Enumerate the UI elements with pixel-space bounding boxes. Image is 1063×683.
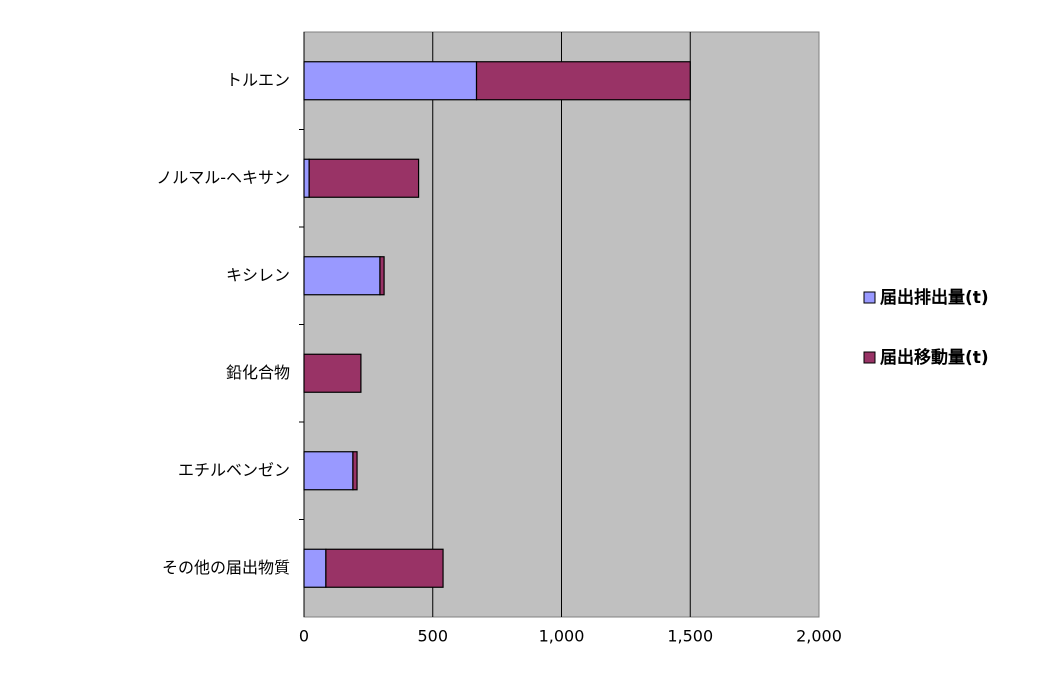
legend-label: 届出移動量(t) bbox=[880, 347, 989, 368]
bar-segment bbox=[308, 158, 420, 198]
x-tick-label: 1,500 bbox=[667, 627, 713, 646]
legend: 届出排出量(t) 届出移動量(t) bbox=[863, 287, 989, 368]
y-tick-label: ノルマル-ヘキサン bbox=[156, 168, 290, 187]
y-tick-label: トルエン bbox=[226, 70, 290, 89]
y-tick-label: 鉛化合物 bbox=[226, 363, 290, 382]
bar-segment bbox=[325, 548, 444, 588]
legend-swatch bbox=[863, 291, 876, 304]
x-tick-label: 1,000 bbox=[539, 627, 585, 646]
bar-segment bbox=[379, 256, 385, 296]
y-tick-label: その他の届出物質 bbox=[162, 558, 290, 577]
bar-segment bbox=[303, 353, 362, 393]
bar-segment bbox=[303, 61, 478, 101]
bar-segment bbox=[352, 451, 358, 491]
y-tick-label: キシレン bbox=[226, 265, 290, 284]
x-tick-label: 2,000 bbox=[796, 627, 842, 646]
y-tick-label: エチルベンゼン bbox=[178, 460, 290, 479]
bar-segment bbox=[303, 256, 381, 296]
bar-segment bbox=[303, 451, 354, 491]
x-tick-label: 500 bbox=[417, 627, 448, 646]
x-tick-label: 0 bbox=[299, 627, 309, 646]
legend-label: 届出排出量(t) bbox=[880, 287, 989, 308]
bar-segment bbox=[475, 61, 691, 101]
bar-segment bbox=[303, 158, 310, 198]
legend-swatch bbox=[863, 351, 876, 364]
bar-segment bbox=[303, 548, 327, 588]
